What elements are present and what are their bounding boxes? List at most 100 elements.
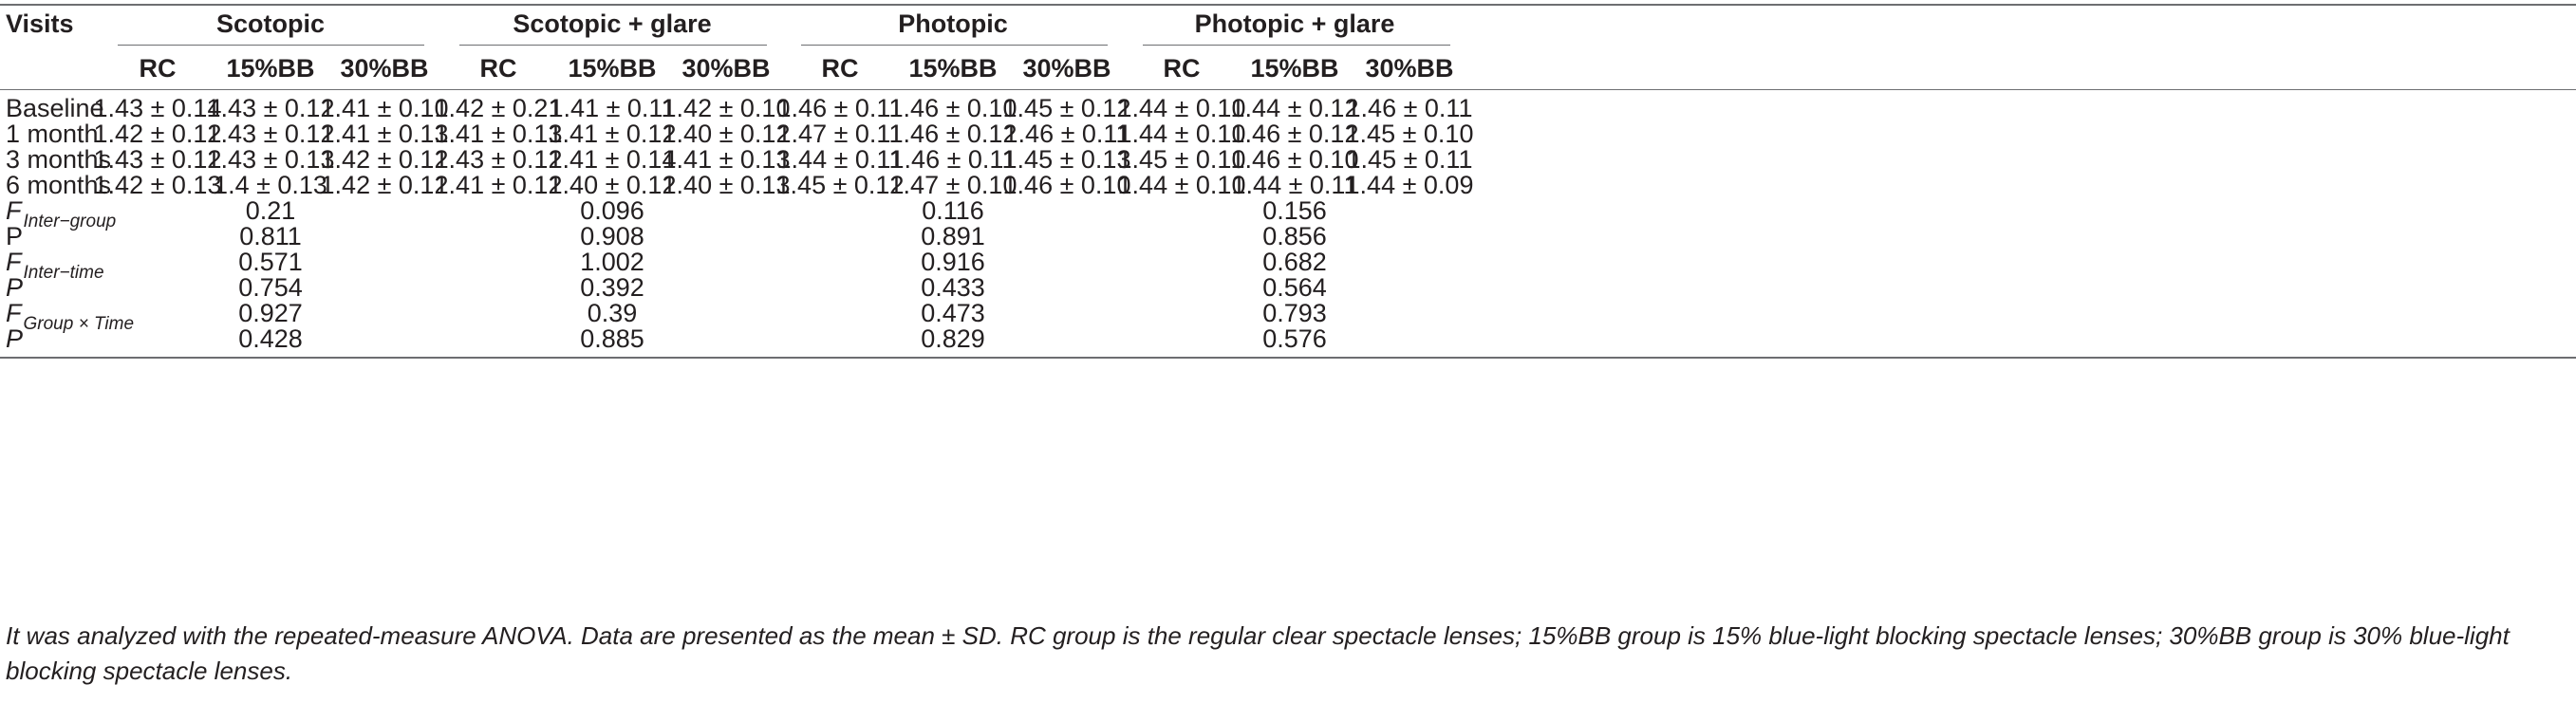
table-cell: 1.45 ± 0.12 [775,171,905,199]
visits-header: Visits [6,9,74,38]
stat-subscript: Inter−group [23,212,117,231]
table-cell: 1.40 ± 0.13 [662,171,791,199]
condition-header: Photopic [898,9,1008,38]
group-header: 30%BB [1022,54,1111,83]
table-cell: 1.43 ± 0.14 [93,94,222,122]
stat-label: F Inter−group [6,195,117,231]
stat-value: 0.927 [238,299,303,327]
table-cell: 1.43 ± 0.12 [434,145,563,174]
stat-symbol: P [6,324,24,353]
table-cell: 1.41 ± 0.13 [662,145,791,174]
table-cell: 1.44 ± 0.10 [1117,120,1246,148]
table-cell: 1.44 ± 0.11 [1231,171,1358,199]
stat-value: 0.433 [921,273,985,302]
group-header: 30%BB [681,54,771,83]
stat-label: P [6,221,23,251]
stat-value: 0.39 [587,299,638,327]
condition-underline [118,45,424,46]
stat-symbol: F [6,196,22,225]
table-cell: 1.46 ± 0.11 [1003,120,1130,148]
stat-label: F Inter−time [6,247,104,283]
table-cell: 1.45 ± 0.10 [1117,145,1246,174]
table-cell: 1.42 ± 0.12 [320,171,449,199]
table-top-rule [0,4,2576,6]
table-cell: 1.47 ± 0.11 [776,120,904,148]
stat-value: 0.392 [580,273,644,302]
table-cell: 1.42 ± 0.21 [434,94,563,122]
stat-value: 0.682 [1262,248,1327,276]
row-label: 6 months [6,171,112,199]
condition-underline [1143,45,1450,46]
condition-header: Scotopic [215,9,326,38]
group-header: 15%BB [568,54,657,83]
stat-value: 0.571 [238,248,303,276]
row-label: Baseline [6,94,104,122]
group-header: RC [821,54,859,83]
table-cell: 1.40 ± 0.12 [548,171,677,199]
row-label: 3 months [6,145,112,174]
group-header: 15%BB [908,54,998,83]
table-bottom-rule [0,357,2576,359]
table-cell: 1.46 ± 0.10 [1002,171,1131,199]
stat-label: P [6,272,23,303]
stat-value: 0.856 [1262,222,1327,250]
table-cell: 1.41 ± 0.10 [320,94,449,122]
table-cell: 1.41 ± 0.12 [434,171,563,199]
group-header: 30%BB [1365,54,1454,83]
condition-underline [801,45,1108,46]
table-cell: 1.41 ± 0.12 [548,120,677,148]
stat-value: 0.908 [580,222,644,250]
table-cell: 1.47 ± 0.10 [888,171,1017,199]
stat-value: 0.916 [921,248,985,276]
table-cell: 1.43 ± 0.12 [93,145,222,174]
condition-header: Photopic + glare [1194,9,1395,38]
stat-value: 0.754 [238,273,303,302]
table-cell: 1.45 ± 0.12 [1002,94,1131,122]
table-header-rule [0,89,2576,90]
stat-value: 0.576 [1262,324,1327,353]
table-cell: 1.44 ± 0.10 [1117,94,1246,122]
table-cell: 1.41 ± 0.11 [549,94,676,122]
row-label: 1 month [6,120,99,148]
condition-underline [459,45,767,46]
table-cell: 1.42 ± 0.13 [93,171,222,199]
table-cell: 1.44 ± 0.09 [1345,171,1474,199]
stat-value: 0.156 [1262,196,1327,225]
stat-value: 1.002 [580,248,644,276]
table-cell: 1.44 ± 0.12 [1230,94,1359,122]
table-cell: 1.46 ± 0.12 [1230,120,1359,148]
group-header: RC [139,54,177,83]
table-cell: 1.46 ± 0.12 [888,120,1017,148]
stat-value: 0.428 [238,324,303,353]
table-cell: 1.4 ± 0.13 [214,171,327,199]
stat-value: 0.811 [239,222,302,250]
table-cell: 1.46 ± 0.10 [888,94,1017,122]
stat-value: 0.096 [580,196,644,225]
table-cell: 1.41 ± 0.13 [320,120,449,148]
stat-value: 0.21 [245,196,296,225]
stat-value: 0.829 [921,324,985,353]
stat-value: 0.116 [922,196,984,225]
stat-subscript: Inter−time [23,263,104,283]
stat-subscript: Group × Time [23,314,135,334]
stat-symbol: F [6,299,22,327]
stat-value: 0.885 [580,324,644,353]
table-cell: 1.46 ± 0.11 [1346,94,1473,122]
group-header: 15%BB [226,54,315,83]
table-footnote: It was analyzed with the repeated-measur… [6,621,2510,685]
table-cell: 1.46 ± 0.11 [889,145,1017,174]
table-cell: 1.42 ± 0.12 [320,145,449,174]
group-header: 30%BB [340,54,429,83]
stat-value: 0.891 [921,222,985,250]
stat-value: 0.564 [1262,273,1327,302]
group-header: RC [479,54,517,83]
table-cell: 1.44 ± 0.11 [776,145,904,174]
group-header: 15%BB [1250,54,1339,83]
group-header: RC [1163,54,1201,83]
table-cell: 1.43 ± 0.12 [206,120,335,148]
table-cell: 1.40 ± 0.12 [662,120,791,148]
stat-value: 0.473 [921,299,985,327]
stat-symbol: F [6,248,22,276]
table-cell: 1.42 ± 0.10 [662,94,791,122]
table-cell: 1.45 ± 0.13 [1002,145,1131,174]
